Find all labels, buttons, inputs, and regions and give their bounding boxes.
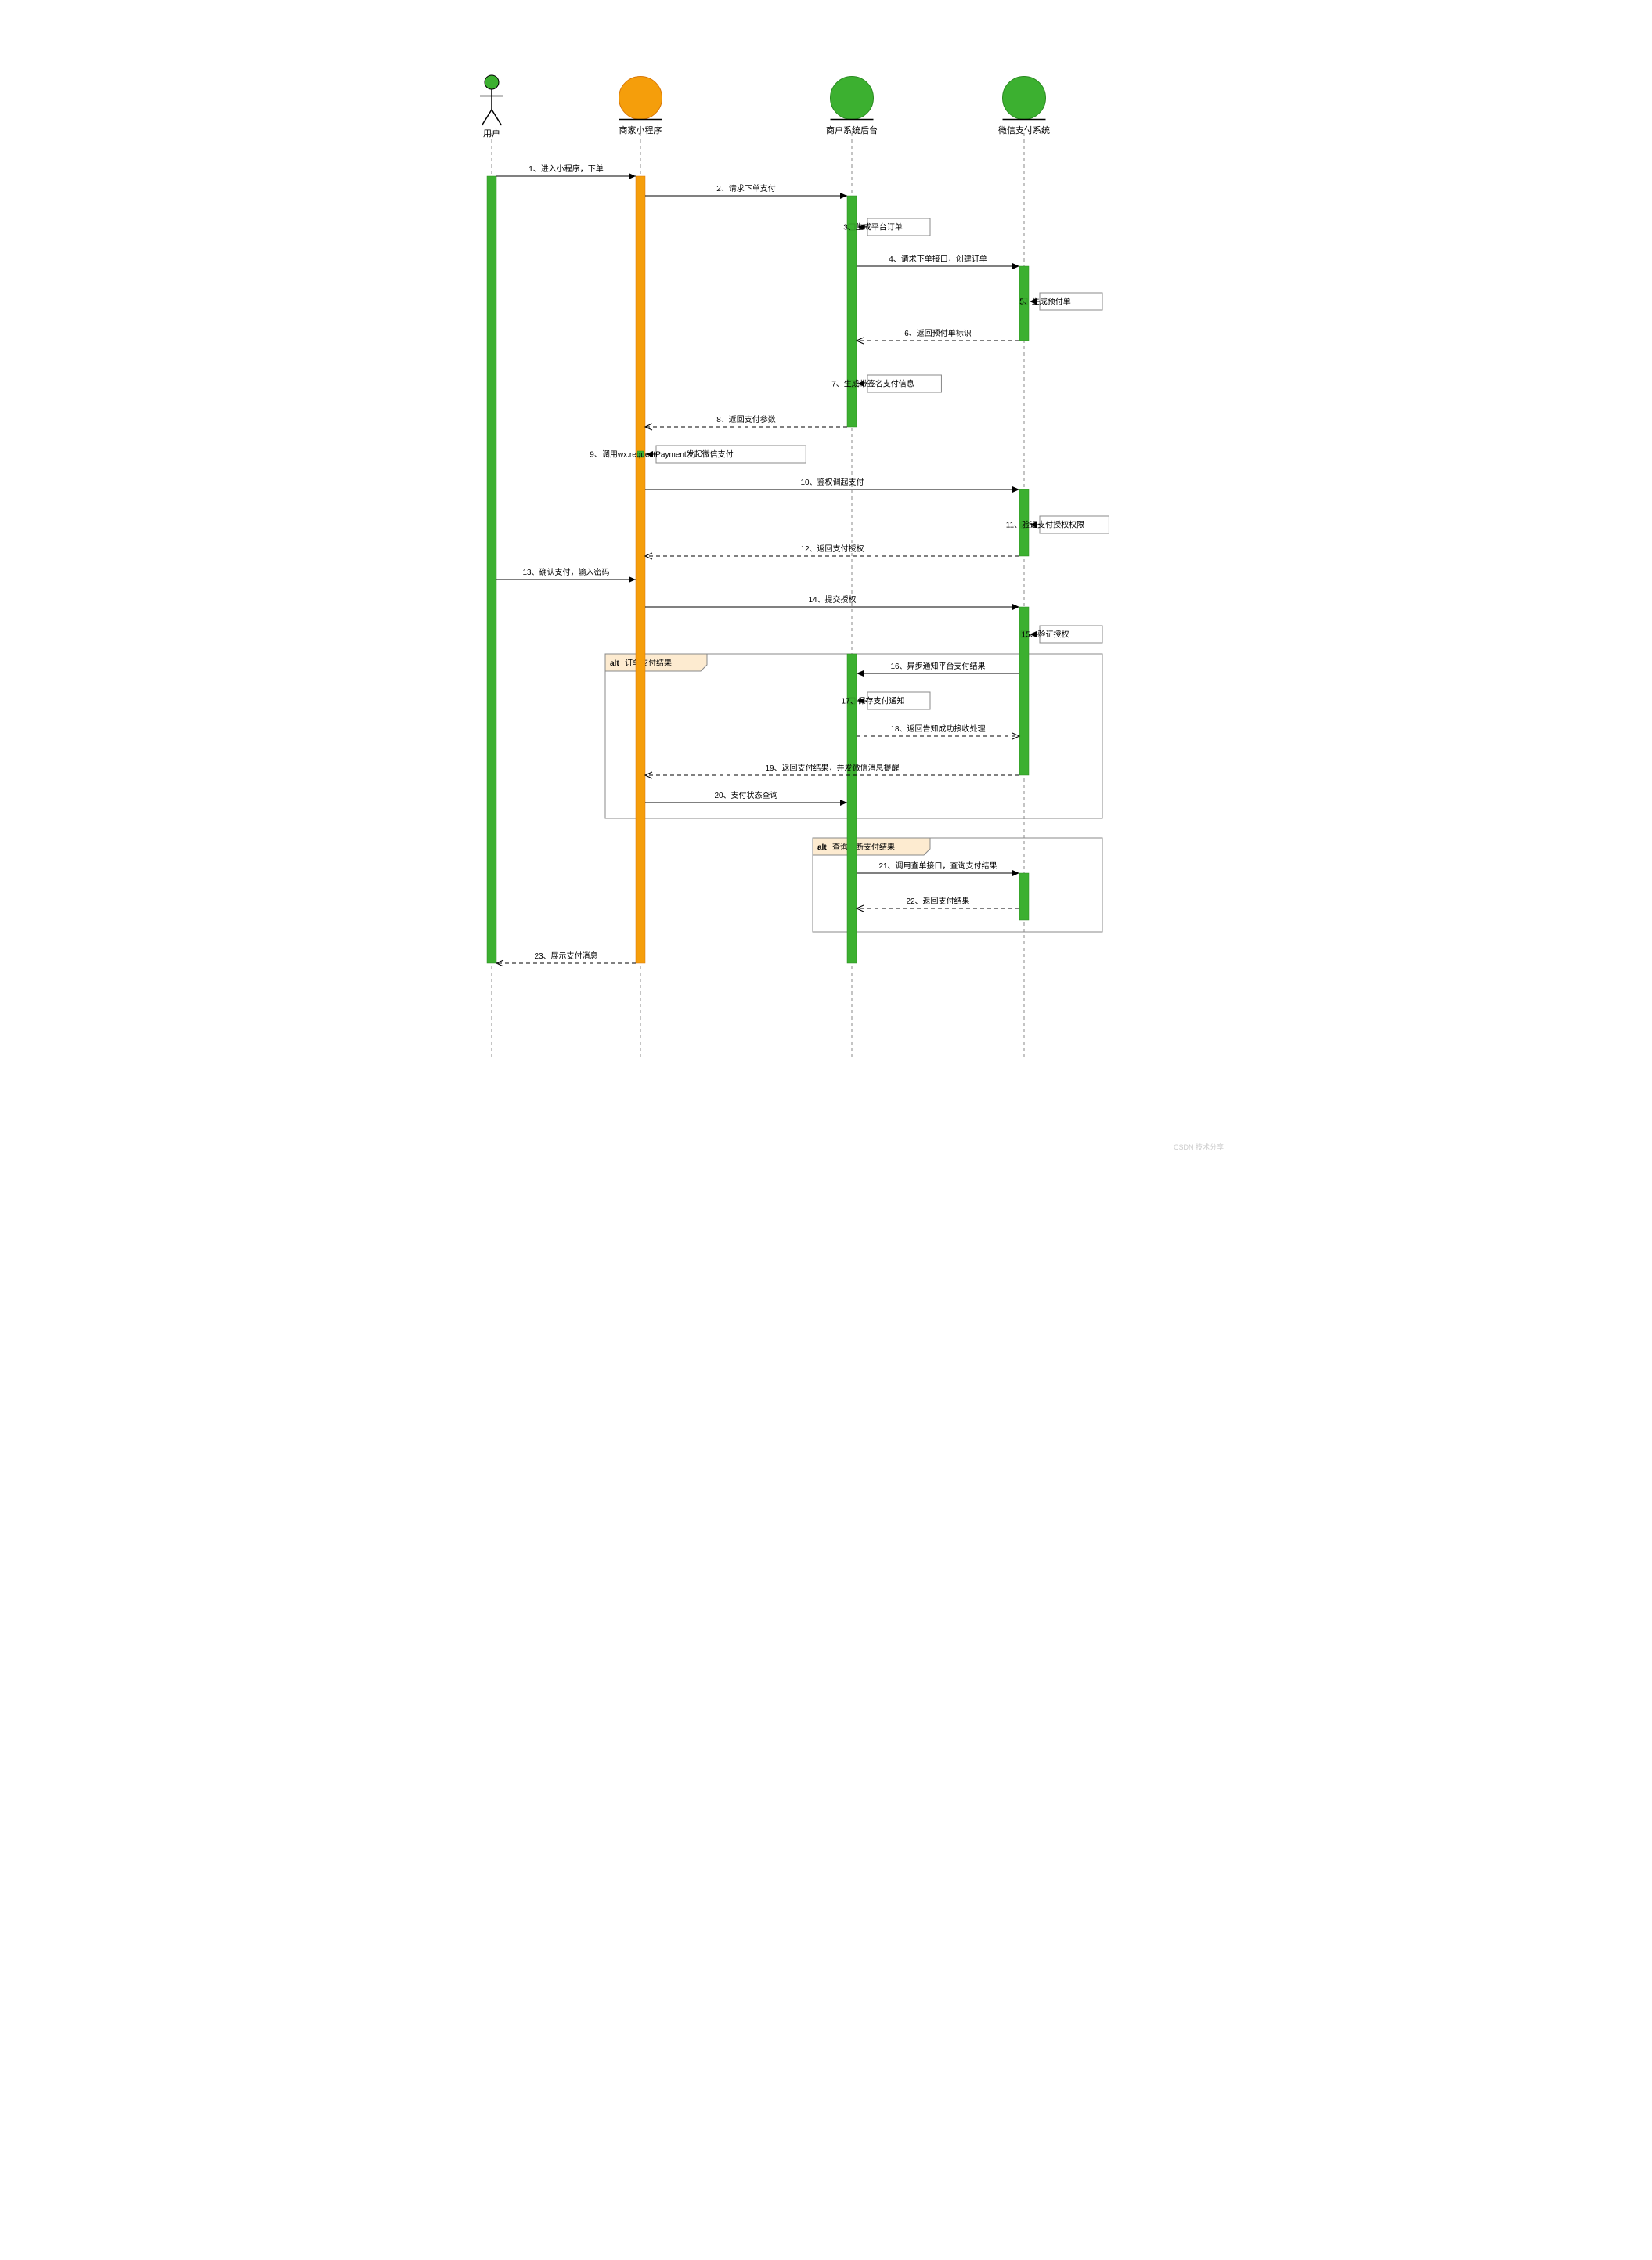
alt-title-0: 订单支付结果 (625, 658, 672, 668)
msg-label-2: 2、请求下单支付 (716, 183, 776, 193)
msg-label-1: 1、进入小程序，下单 (528, 164, 604, 174)
msg-label-16: 16、异步通知平台支付结果 (890, 661, 985, 671)
msg-label-10: 10、鉴权调起支付 (800, 477, 864, 487)
activation-wxpay-7 (1019, 873, 1029, 920)
msg-label-6: 6、返回预付单标识 (904, 328, 972, 338)
msg-label-8: 8、返回支付参数 (716, 414, 776, 424)
msg-label-7: 7、生成带签名支付信息 (831, 379, 914, 389)
msg-label-15: 15、验证授权 (1021, 630, 1069, 640)
msg-label-11: 11、验证支付授权权限 (1005, 520, 1084, 530)
actor-head-miniapp (619, 77, 662, 120)
msg-label-5: 5、生成预付单 (1019, 297, 1071, 307)
sequence-diagram: alt 订单支付结果 alt 查询判断支付结果 用户 商家小程序 商户系统后台 微信支付系… (413, 31, 1239, 1161)
msg-label-4: 4、请求下单接口，创建订单 (889, 254, 987, 264)
msg-label-20: 20、支付状态查询 (714, 790, 777, 800)
msg-label-3: 3、生成平台订单 (843, 222, 903, 233)
msg-label-9: 9、调用wx.requestPayment发起微信支付 (590, 449, 733, 460)
msg-label-12: 12、返回支付授权 (800, 543, 864, 554)
watermark: CSDN 技术分享 (1173, 1143, 1223, 1151)
actor-label-wxpay: 微信支付系统 (998, 125, 1050, 135)
msg-label-18: 18、返回告知成功接收处理 (890, 724, 985, 734)
actor-label-backend: 商户系统后台 (826, 125, 878, 135)
msg-label-14: 14、提交授权 (808, 594, 856, 605)
actor-miniapp: 商家小程序 (619, 77, 662, 136)
msg-label-17: 17、保存支付通知 (841, 696, 904, 706)
activation-user-0 (487, 176, 496, 963)
alt-title-bold-0: alt (610, 659, 619, 668)
actor-label-user: 用户 (483, 128, 500, 139)
msg-label-23: 23、展示支付消息 (534, 951, 597, 961)
msg-label-19: 19、返回支付结果，并发微信消息提醒 (765, 763, 899, 773)
alt-title-bold-1: alt (817, 843, 827, 852)
msg-label-22: 22、返回支付结果 (906, 896, 969, 906)
actor-head-wxpay (1002, 77, 1045, 120)
msg-label-21: 21、调用查单接口，查询支付结果 (878, 861, 997, 871)
actor-label-miniapp: 商家小程序 (619, 125, 662, 135)
alt-title-1: 查询判断支付结果 (832, 842, 895, 852)
msg-label-13: 13、确认支付，输入密码 (522, 567, 609, 577)
actor-head-backend (830, 77, 873, 120)
activation-miniapp-1 (636, 176, 645, 963)
